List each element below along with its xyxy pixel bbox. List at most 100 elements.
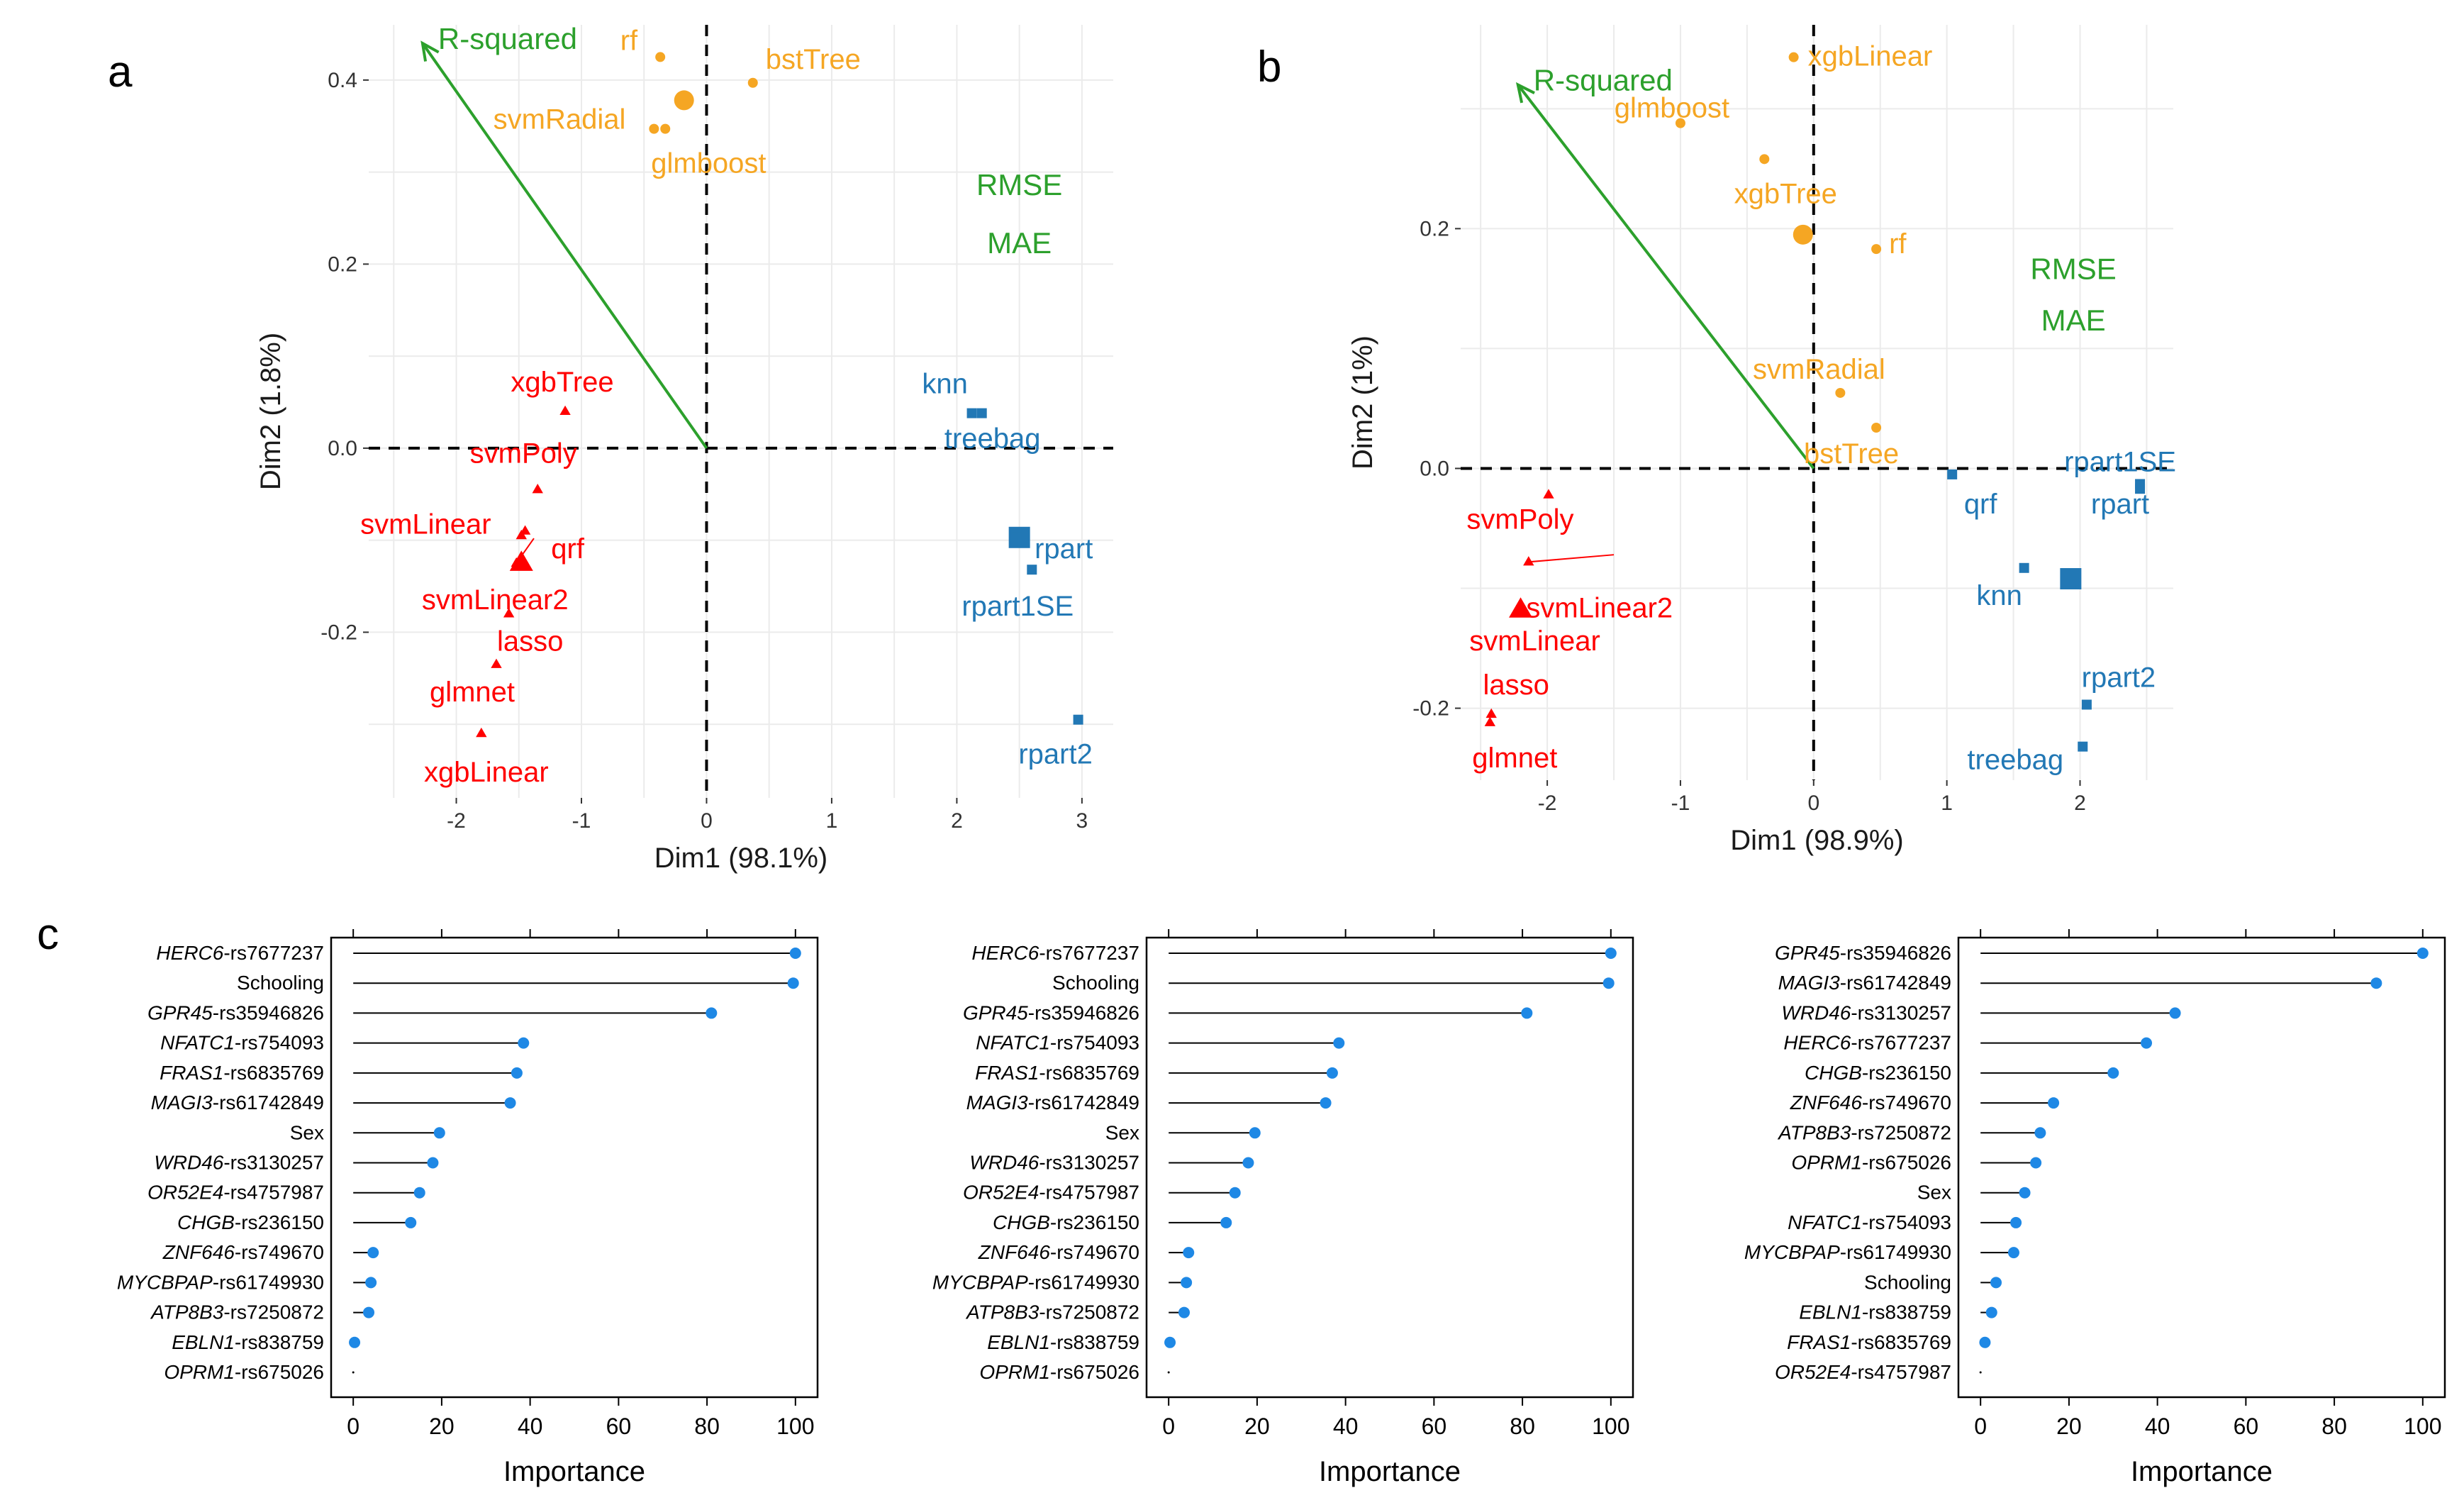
lollipop-dot <box>1326 1067 1338 1079</box>
row-label: Sex <box>1105 1121 1139 1143</box>
label-qrf: qrf <box>1964 489 1998 520</box>
snp-name: -rs35946826 <box>1028 1001 1139 1023</box>
row-label: ZNF646-rs749670 <box>978 1241 1139 1263</box>
gene-name: ATP8B3 <box>1777 1121 1851 1143</box>
lollipop-dot <box>2007 1247 2019 1259</box>
panel-b-biplot: -2 -1 0 1 2 -0.2 0.0 0.2 Dim1 (98.9%) Dim2 (1%) R-… <box>1347 25 2176 856</box>
snp-name: -rs749670 <box>235 1241 324 1263</box>
label-rpart: rpart <box>1035 533 1093 565</box>
row-label: MAGI3-rs61742849 <box>151 1092 324 1114</box>
label-rpart1SE: rpart1SE <box>2064 446 2176 477</box>
label-svmLinear: svmLinear <box>1469 626 1600 657</box>
snp-name: -rs61749930 <box>213 1271 324 1293</box>
panel-c3-importance: 0 20 40 60 80 100 Importance GPR45-rs35946826 MA… <box>1744 929 2446 1487</box>
point-treebag <box>2078 741 2088 752</box>
gene-name: WRD46 <box>969 1152 1039 1174</box>
plot-frame <box>1957 936 2446 1399</box>
metric-label-rmse: RMSE <box>976 168 1062 201</box>
row-label: ZNF646-rs749670 <box>162 1241 324 1263</box>
lollipop-dot <box>1249 1127 1261 1139</box>
snp-name: -rs4757987 <box>1039 1182 1139 1204</box>
gene-name: FRAS1 <box>975 1062 1039 1084</box>
point-rpart2 <box>1073 714 1083 725</box>
label-svmRadial: svmRadial <box>494 104 626 135</box>
point-svmPoly <box>1543 489 1554 499</box>
lollipop-dot <box>2034 1127 2046 1139</box>
panel-c1-importance: 0 20 40 60 80 100 Importance HERC6-rs7677237 Sch… <box>117 929 819 1487</box>
point-glmnet <box>491 658 502 668</box>
panel-c2-importance: 0 20 40 60 80 100 Importance HERC6-rs7677237 Sch… <box>932 929 1634 1487</box>
gene-name: OPRM1 <box>1791 1152 1862 1174</box>
x-tick-label: 2 <box>951 809 963 833</box>
label-glmnet: glmnet <box>1472 743 1557 774</box>
lollipop-dot <box>1333 1037 1345 1049</box>
y-tick-label: 0.4 <box>328 69 357 92</box>
label-glmboost: glmboost <box>1615 93 1729 124</box>
row-label: EBLN1-rs838759 <box>172 1331 324 1353</box>
gene-name: HERC6 <box>971 942 1039 964</box>
row-label: Schooling <box>1864 1271 1951 1293</box>
snp-name: -rs4757987 <box>223 1182 324 1204</box>
lollipop-dot <box>1979 1371 1982 1374</box>
row-label: MYCBPAP-rs61749930 <box>932 1271 1139 1293</box>
point-rpart <box>2135 484 2146 494</box>
lollipop-dot <box>405 1216 417 1228</box>
point-xgbLinear <box>476 727 487 738</box>
point-lasso <box>1485 708 1497 718</box>
label-rpart2: rpart2 <box>1018 739 1093 770</box>
point-knn <box>2019 562 2029 573</box>
snp-name: -rs236150 <box>1050 1211 1139 1233</box>
gene-name: WRD46 <box>1781 1001 1851 1023</box>
x-tick-label: 40 <box>2145 1414 2170 1439</box>
x-tick-label: 80 <box>2321 1414 2347 1439</box>
label-treebag: treebag <box>1967 745 2063 776</box>
gene-name: FRAS1 <box>160 1062 223 1084</box>
lollipop-dot <box>1985 1306 1997 1318</box>
label-rpart2: rpart2 <box>2082 662 2156 694</box>
snp-name: Schooling <box>1864 1271 1951 1293</box>
y-tick-label: -0.2 <box>1412 697 1449 721</box>
lollipop-dot <box>1990 1277 2002 1289</box>
snp-name: Sex <box>1917 1182 1951 1204</box>
label-svmLinear: svmLinear <box>360 509 491 540</box>
gene-name: OPRM1 <box>979 1361 1050 1383</box>
point-xgbTree <box>559 405 571 416</box>
snp-name: -rs61749930 <box>1840 1241 1951 1263</box>
snp-name: -rs61749930 <box>1028 1271 1139 1293</box>
label-rf: rf <box>1889 228 1907 260</box>
point-glmnet <box>1484 716 1496 726</box>
gene-name: MAGI3 <box>966 1092 1029 1114</box>
point-qrf <box>1947 469 1958 479</box>
row-label: OR52E4-rs4757987 <box>963 1182 1139 1204</box>
row-label: GPR45-rs35946826 <box>1775 942 1951 964</box>
lollipop-dot <box>2107 1067 2119 1079</box>
label-xgbLinear: xgbLinear <box>424 757 549 788</box>
lollipop-dot <box>787 977 799 989</box>
lollipop-dot <box>1979 1336 1991 1348</box>
snp-name: -rs749670 <box>1862 1092 1951 1114</box>
metric-label-rmse: RMSE <box>2030 252 2116 285</box>
snp-name: -rs61742849 <box>213 1092 324 1114</box>
x-tick-label: -2 <box>447 809 466 833</box>
point-xgbTree <box>1759 154 1770 165</box>
snp-name: -rs3130257 <box>1851 1001 1951 1023</box>
point-svmLinear2 <box>1523 556 1534 566</box>
x-tick-label: 0 <box>1807 792 1819 815</box>
gene-name: OR52E4 <box>1775 1361 1851 1383</box>
row-label: MYCBPAP-rs61749930 <box>1744 1241 1951 1263</box>
x-tick-label: 2 <box>2074 792 2086 815</box>
snp-name: -rs7677237 <box>1039 942 1139 964</box>
x-tick-label: 100 <box>776 1414 814 1439</box>
point-xgbLinear <box>1788 52 1799 62</box>
gene-name: EBLN1 <box>987 1331 1050 1353</box>
lollipop-dot <box>1229 1187 1241 1199</box>
x-tick-label: 60 <box>2234 1414 2259 1439</box>
snp-name: -rs3130257 <box>1039 1152 1139 1174</box>
gene-name: FRAS1 <box>1787 1331 1851 1353</box>
gene-name: NFATC1 <box>160 1032 235 1054</box>
x-tick-label: 60 <box>606 1414 632 1439</box>
snp-name: -rs35946826 <box>213 1001 324 1023</box>
lollipop-dot <box>1183 1247 1195 1259</box>
gene-name: ZNF646 <box>162 1241 235 1263</box>
row-label: ATP8B3-rs7250872 <box>1777 1121 1951 1143</box>
